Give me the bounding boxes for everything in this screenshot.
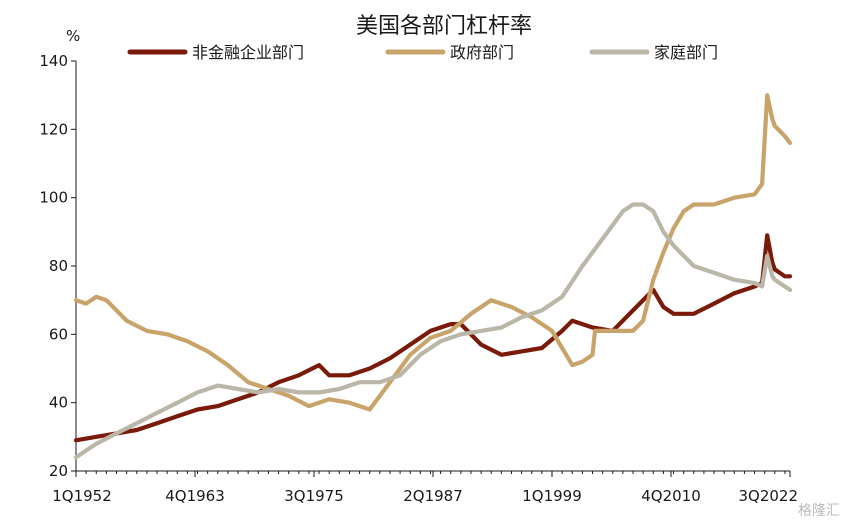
series-line xyxy=(73,233,793,443)
y-axis: 20 40 60 80 100 120 140 xyxy=(39,52,77,480)
y-tick-label: 140 xyxy=(39,52,68,70)
legend: 非金融企业部门 政府部门 家庭部门 xyxy=(127,43,718,62)
y-tick-label: 80 xyxy=(49,257,68,275)
x-tick-label: 4Q2010 xyxy=(641,487,701,505)
y-tick-label: 20 xyxy=(49,462,68,480)
watermark-text: 格隆汇 xyxy=(798,503,840,519)
legend-label: 家庭部门 xyxy=(654,43,718,62)
chart-title: 美国各部门杠杆率 xyxy=(356,14,532,39)
series-line xyxy=(73,202,793,460)
x-tick-label: 1Q1952 xyxy=(52,487,112,505)
y-tick-label: 120 xyxy=(39,120,68,138)
y-tick-label: 100 xyxy=(39,189,68,207)
legend-label: 非金融企业部门 xyxy=(192,43,304,62)
y-axis-unit: % xyxy=(66,27,80,45)
x-tick-label: 2Q1987 xyxy=(403,487,463,505)
x-tick-label: 1Q1999 xyxy=(522,487,582,505)
x-tick-label: 3Q1975 xyxy=(284,487,344,505)
x-tick-label: 3Q2022 xyxy=(738,487,798,505)
series-line xyxy=(73,93,793,412)
legend-label: 政府部门 xyxy=(450,43,514,62)
x-axis: 1Q1952 4Q1963 3Q1975 2Q1987 1Q1999 4Q2010 3Q20… xyxy=(52,470,798,505)
y-tick-label: 40 xyxy=(49,394,68,412)
y-tick-label: 60 xyxy=(49,325,68,343)
series-group xyxy=(73,93,793,460)
x-tick-label: 4Q1963 xyxy=(165,487,225,505)
